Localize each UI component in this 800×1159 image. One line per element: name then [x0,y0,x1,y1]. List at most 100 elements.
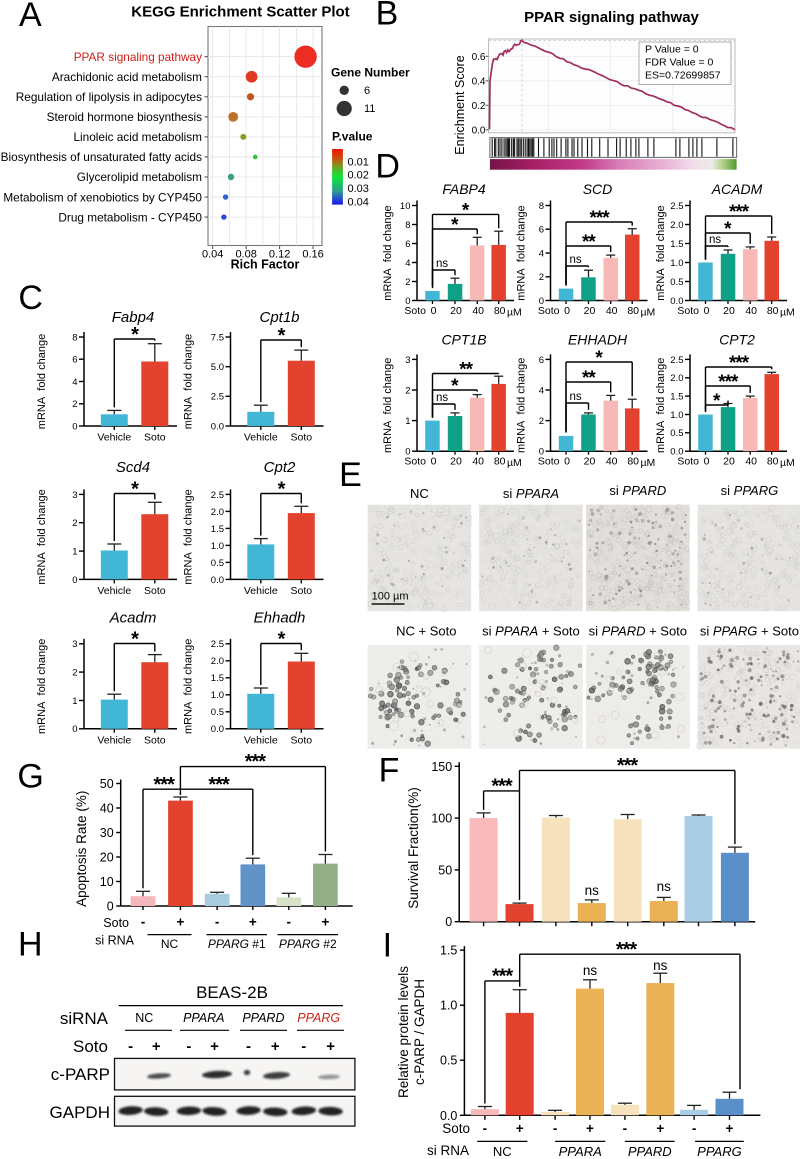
svg-text:2.5: 2.5 [670,355,683,366]
svg-text:Soto: Soto [442,1121,470,1136]
svg-text:80: 80 [767,456,779,468]
svg-text:ns: ns [570,254,582,266]
svg-text:-: - [215,915,220,930]
svg-text:*: * [131,324,139,346]
svg-text:-: - [186,1038,191,1055]
svg-text:ns: ns [570,391,582,403]
svg-text:80: 80 [494,305,506,317]
svg-text:si PPARD + Soto: si PPARD + Soto [589,624,687,639]
svg-text:50: 50 [100,777,114,791]
svg-text:si PPARG: si PPARG [721,483,779,498]
svg-text:4: 4 [72,377,77,388]
svg-text:1: 1 [72,696,77,707]
svg-text:+: + [176,915,184,930]
svg-text:PPARG #2: PPARG #2 [279,937,337,951]
svg-text:GAPDH: GAPDH [50,1103,110,1122]
svg-text:mRNA fold change: mRNA fold change [516,358,528,453]
svg-text:Acadm: Acadm [109,610,157,627]
svg-text:3: 3 [72,490,77,501]
svg-text:0.03: 0.03 [348,183,369,195]
svg-text:0: 0 [72,724,77,735]
svg-text:EHHADH: EHHADH [568,332,628,348]
svg-text:0.0: 0.0 [211,421,224,432]
svg-text:40: 40 [100,802,114,816]
svg-text:*: * [278,325,286,347]
svg-text:*: * [595,348,603,369]
svg-text:2: 2 [539,272,544,283]
svg-text:+: + [321,915,329,930]
svg-text:0.0: 0.0 [472,125,486,136]
svg-text:**: ** [582,368,596,389]
svg-text:*: * [451,376,459,397]
svg-text:F: F [379,752,400,790]
svg-text:0.04: 0.04 [348,197,369,209]
svg-text:***: *** [616,939,638,961]
svg-text:Gene Number: Gene Number [331,66,410,80]
svg-text:Vehicle: Vehicle [97,432,131,444]
svg-text:-: - [692,1121,697,1136]
svg-text:NC: NC [161,937,179,951]
svg-text:*: * [451,215,459,236]
svg-text:20: 20 [584,305,596,317]
svg-text:Soto: Soto [538,456,560,468]
svg-text:0.02: 0.02 [348,170,369,182]
svg-text:ns: ns [436,258,448,270]
svg-text:PPARD: PPARD [242,1011,284,1025]
svg-text:0.4: 0.4 [472,76,486,87]
svg-text:Regulation of lipolysis in adi: Regulation of lipolysis in adipocytes [16,90,202,104]
svg-text:0.0: 0.0 [211,575,224,586]
svg-text:***: *** [492,966,514,988]
svg-text:40: 40 [745,305,757,317]
svg-text:Relative protein levels: Relative protein levels [396,966,411,1098]
svg-text:0.08: 0.08 [235,249,256,261]
svg-text:1.5: 1.5 [670,392,683,403]
svg-text:0.5: 0.5 [211,558,224,569]
svg-text:**: ** [582,232,596,253]
svg-text:ns: ns [583,963,598,978]
svg-text:Vehicle: Vehicle [97,585,131,597]
svg-text:PPARA: PPARA [183,1011,224,1025]
svg-text:+: + [152,1038,161,1055]
svg-text:***: *** [729,353,750,374]
svg-text:1.0: 1.0 [670,410,683,421]
svg-text:CPT2: CPT2 [719,332,755,348]
svg-text:0: 0 [539,447,544,458]
svg-text:-: - [483,1121,488,1136]
svg-text:+: + [326,1038,335,1055]
svg-text:0.0: 0.0 [670,447,683,458]
svg-text:2: 2 [72,668,77,679]
svg-text:3: 3 [72,639,77,650]
svg-text:P Value = 0: P Value = 0 [645,44,699,56]
svg-text:30: 30 [100,826,114,840]
svg-text:Cpt1b: Cpt1b [259,309,299,326]
svg-text:mRNA fold change: mRNA fold change [655,358,667,453]
svg-text:-: - [128,1038,133,1055]
svg-text:8: 8 [405,220,410,231]
svg-text:D: D [375,148,400,186]
svg-text:0: 0 [564,456,570,468]
svg-text:PPARA: PPARA [559,1144,602,1159]
svg-text:Survival Fraction(%): Survival Fraction(%) [406,787,421,909]
svg-text:10: 10 [400,201,411,212]
svg-text:***: *** [590,208,611,229]
svg-text:0: 0 [72,575,77,586]
svg-text:si PPARA: si PPARA [503,486,559,501]
svg-text:0.6: 0.6 [472,52,486,63]
svg-text:NC: NC [410,486,429,501]
svg-text:20: 20 [584,456,596,468]
svg-text:***: *** [245,751,267,773]
svg-text:si RNA: si RNA [427,1143,469,1158]
svg-text:*: * [724,219,732,240]
svg-text:Scd4: Scd4 [116,459,150,476]
svg-text:0: 0 [431,305,437,317]
svg-text:100: 100 [431,812,452,826]
svg-text:P.value: P.value [332,130,373,144]
svg-text:***: *** [154,774,176,796]
svg-text:KEGG Enrichment Scatter Plot: KEGG Enrichment Scatter Plot [131,4,349,21]
svg-text:2: 2 [72,399,77,410]
svg-text:mRNA fold change: mRNA fold change [36,489,48,584]
svg-text:4: 4 [405,258,410,269]
svg-text:2.5: 2.5 [211,490,224,501]
svg-text:c-PARP / GAPDH: c-PARP / GAPDH [412,979,427,1085]
svg-text:+: + [586,1121,594,1136]
